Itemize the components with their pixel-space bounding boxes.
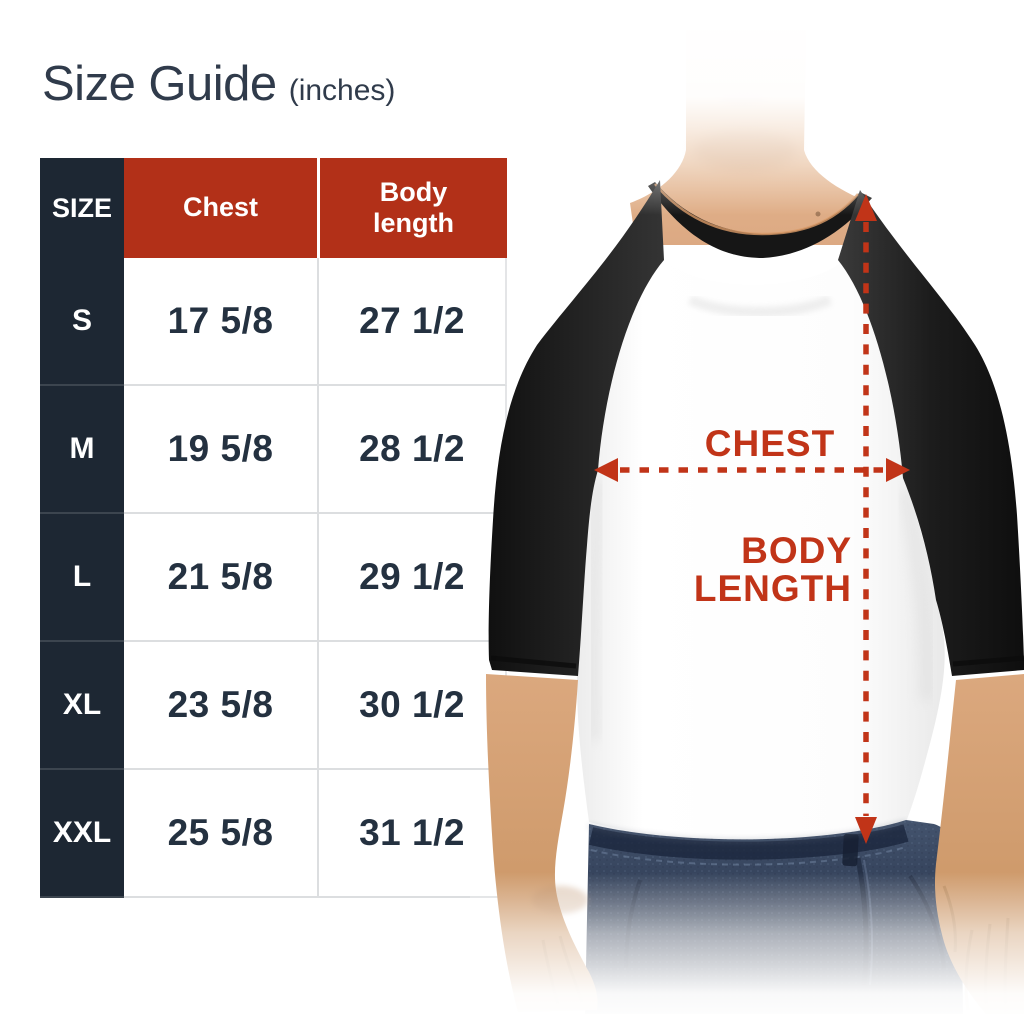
column-header-size: SIZE (40, 158, 124, 258)
left-sleeve (488, 180, 664, 676)
row-s-body-length: 27 1/2 (317, 258, 507, 386)
measurement-annotations: CHEST BODY LENGTH (594, 194, 910, 844)
jeans-waistband (588, 824, 909, 860)
right-sleeve (838, 190, 1024, 676)
shirt-shade-right (898, 488, 934, 701)
page-title-text: Size Guide (42, 57, 277, 111)
row-l-body-length: 29 1/2 (317, 514, 507, 642)
waistband-stitch (590, 846, 907, 866)
belt-loop (842, 833, 859, 867)
row-m-chest: 19 5/8 (124, 386, 317, 514)
row-m-size: M (40, 386, 124, 514)
top-fade (540, 0, 1024, 215)
bottom-fade (470, 872, 1024, 1024)
right-cuff-line (952, 655, 1024, 667)
chest-arrow-right-icon (886, 458, 910, 482)
column-header-body-length-label: Body length (373, 176, 454, 238)
row-xl-chest: 23 5/8 (124, 642, 317, 770)
row-xl-body-length: 30 1/2 (317, 642, 507, 770)
body-length-arrow-down-icon (855, 817, 877, 844)
row-l-size: L (40, 514, 124, 642)
hem-shadow (588, 820, 907, 844)
body-length-label-line1: BODY (741, 530, 852, 571)
row-l-chest: 21 5/8 (124, 514, 317, 642)
row-s-size: S (40, 258, 124, 386)
column-header-chest: Chest (124, 158, 317, 258)
page-title: Size Guide (inches) (42, 56, 395, 112)
body-length-arrow-up-icon (855, 194, 877, 221)
column-header-body-length: Body length (317, 158, 507, 258)
row-s-chest: 17 5/8 (124, 258, 317, 386)
shirt-body (576, 252, 945, 840)
row-m-body-length: 28 1/2 (317, 386, 507, 514)
row-xxl-size: XXL (40, 770, 124, 898)
row-xl-size: XL (40, 642, 124, 770)
model-figure (470, 0, 1024, 1024)
body-length-label-line2: LENGTH (694, 568, 852, 609)
row-xxl-chest: 25 5/8 (124, 770, 317, 898)
under-collar-shadow (688, 295, 832, 317)
chest-arrow-left-icon (594, 458, 618, 482)
shirt-shade-left (586, 479, 607, 741)
chest-label: CHEST (705, 423, 835, 464)
page-title-unit: (inches) (288, 74, 396, 107)
shirt-collar (648, 182, 872, 258)
left-cuff-line (490, 655, 577, 669)
